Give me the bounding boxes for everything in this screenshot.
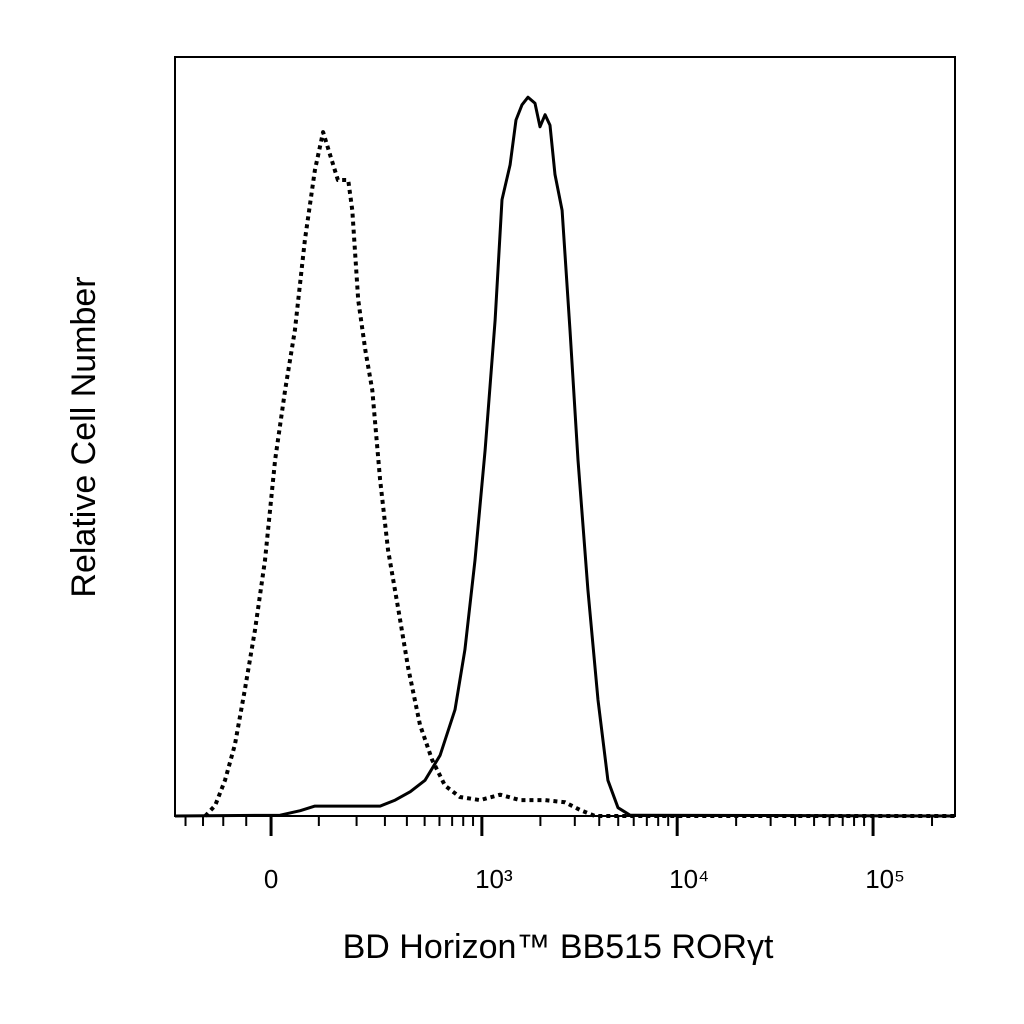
x-axis-label: BD Horizon™ BB515 RORγt: [343, 928, 774, 966]
histogram-line: [174, 95, 956, 818]
histogram-line: [203, 130, 955, 818]
x-tick-label: 10⁴: [669, 864, 709, 894]
plot-frame: [174, 56, 956, 817]
x-tick-label: 10³: [475, 864, 513, 894]
x-tick-label: 0: [264, 864, 278, 894]
y-axis-label: Relative Cell Number: [65, 276, 103, 597]
x-tick-label: 10⁵: [865, 864, 905, 894]
